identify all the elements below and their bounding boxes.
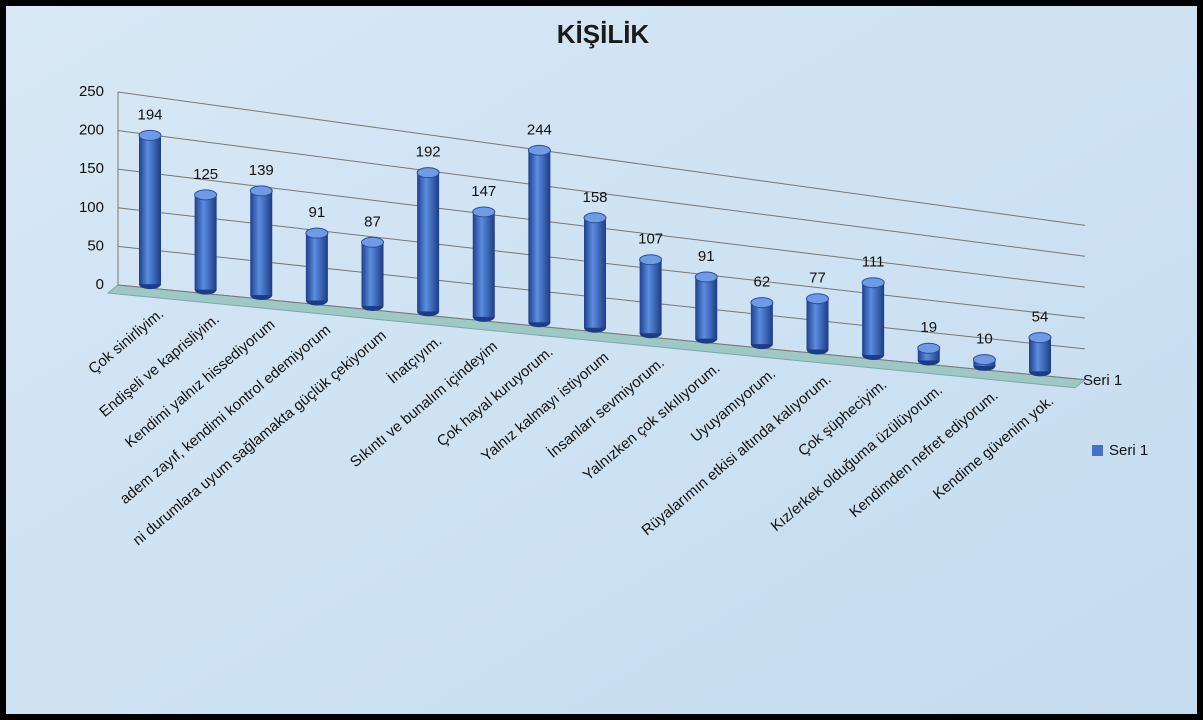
bar	[862, 282, 885, 356]
value-label: 107	[638, 231, 663, 248]
bar-top	[806, 293, 829, 305]
bar	[194, 194, 217, 290]
bar	[472, 211, 495, 317]
bar-top	[305, 227, 329, 239]
bar-top	[694, 271, 718, 283]
chart-title: KİŞİLİK	[557, 19, 650, 49]
bar-top	[583, 212, 607, 224]
depth-label: Seri 1	[1083, 372, 1122, 389]
bar-top	[416, 167, 440, 179]
bar-top	[972, 354, 996, 366]
bar-top	[861, 277, 885, 289]
y-tick-label: 100	[79, 199, 104, 216]
value-label: 125	[193, 166, 218, 183]
y-tick-label: 0	[96, 276, 104, 293]
value-label: 87	[364, 213, 381, 230]
bar-top	[639, 254, 663, 266]
y-tick-label: 50	[87, 237, 104, 254]
value-label: 62	[754, 274, 771, 291]
bar	[806, 298, 829, 350]
y-tick-label: 250	[79, 83, 104, 100]
y-tick-label: 150	[79, 160, 104, 177]
value-label: 77	[809, 270, 826, 287]
value-label: 111	[862, 254, 885, 271]
value-label: 147	[471, 183, 496, 200]
legend-label: Seri 1	[1109, 442, 1148, 459]
bar	[695, 276, 718, 339]
bar-top	[472, 206, 496, 218]
bar	[305, 233, 328, 301]
bar-top	[527, 144, 551, 156]
bar	[417, 172, 440, 312]
value-label: 19	[920, 319, 937, 336]
bar	[584, 217, 606, 328]
bar-top	[249, 185, 273, 197]
value-label: 10	[976, 331, 993, 348]
grid-line	[117, 130, 1086, 257]
value-label: 192	[416, 144, 441, 161]
bar	[139, 135, 161, 285]
value-label: 91	[309, 204, 326, 221]
y-tick-label: 200	[79, 122, 104, 139]
bar	[361, 242, 384, 306]
bar	[1029, 337, 1051, 372]
bar	[639, 259, 662, 334]
value-label: 139	[249, 162, 274, 179]
value-label: 91	[698, 248, 715, 265]
value-label: 54	[1032, 309, 1049, 326]
bar-top	[750, 297, 774, 309]
bar-top	[1028, 332, 1052, 344]
bar-top	[138, 129, 162, 141]
bar	[250, 190, 273, 296]
bar-top	[917, 342, 941, 354]
value-label: 194	[137, 106, 162, 123]
bar-top	[194, 189, 218, 201]
bar	[750, 302, 773, 345]
legend-swatch	[1092, 445, 1103, 456]
bar-top	[361, 236, 384, 248]
value-label: 158	[582, 189, 607, 206]
bar	[528, 150, 551, 323]
value-label: 244	[527, 121, 552, 138]
grid-line	[117, 91, 1086, 226]
